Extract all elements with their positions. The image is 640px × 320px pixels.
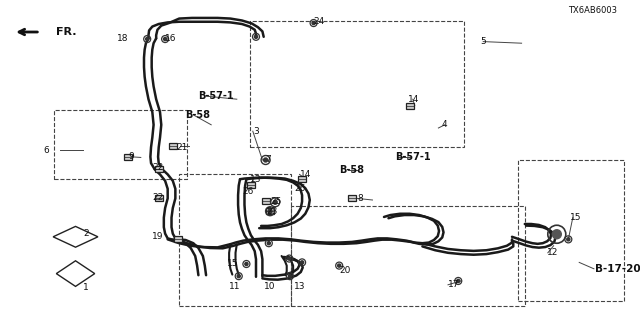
Text: 26: 26 [294,184,306,193]
Text: 13: 13 [250,175,261,184]
Circle shape [237,275,240,278]
Text: 22: 22 [152,164,164,172]
Text: 14: 14 [300,170,311,179]
Circle shape [338,264,340,267]
Text: 18: 18 [117,34,129,43]
Text: 9: 9 [128,152,134,161]
Text: 26: 26 [242,188,253,196]
Text: 13: 13 [294,282,306,291]
Text: 8: 8 [357,194,363,203]
Bar [291,206,525,306]
Text: 5: 5 [480,37,486,46]
Text: 25: 25 [270,197,282,206]
Circle shape [312,21,315,25]
Text: B-17-20: B-17-20 [595,264,640,274]
Bar [54,110,187,179]
Circle shape [268,209,272,213]
Text: 4: 4 [442,120,447,129]
Text: 22: 22 [152,193,164,202]
Text: 20: 20 [339,266,351,275]
Text: 17: 17 [448,280,460,289]
Text: 3: 3 [253,127,259,136]
Bar [266,208,274,213]
Text: 11: 11 [229,282,241,291]
Text: B-58: B-58 [186,110,211,120]
Bar [262,198,269,204]
Bar [169,143,177,148]
Bar [124,155,132,160]
Circle shape [552,230,561,239]
Text: 7: 7 [266,156,271,164]
Bar [174,236,182,242]
Bar [298,176,306,182]
Text: 15: 15 [570,213,581,222]
Circle shape [255,35,257,38]
Bar [155,166,163,172]
Text: 12: 12 [547,248,559,257]
Text: 19: 19 [152,232,164,241]
Text: FR.: FR. [56,27,77,37]
Text: 16: 16 [165,34,177,43]
Text: B-57-1: B-57-1 [198,91,234,101]
Bar [406,103,413,108]
Circle shape [567,238,570,241]
Circle shape [288,257,291,260]
Text: B-57-1: B-57-1 [396,152,431,162]
Text: 21: 21 [176,143,188,152]
Circle shape [273,200,277,204]
Circle shape [245,262,248,266]
Bar [518,160,624,301]
Text: 10: 10 [264,282,276,291]
Circle shape [457,279,460,283]
Text: 24: 24 [314,17,325,26]
Bar [179,174,291,306]
Text: 23: 23 [266,207,278,216]
Text: B-58: B-58 [339,164,364,175]
Text: TX6AB6003: TX6AB6003 [568,6,618,15]
Bar [348,196,356,201]
Circle shape [268,242,270,245]
Circle shape [146,37,148,41]
Bar [247,182,255,188]
Circle shape [289,275,291,278]
Bar [155,196,163,201]
Circle shape [264,158,268,162]
Circle shape [164,37,166,41]
Text: 15: 15 [227,260,239,268]
Text: 6: 6 [44,146,49,155]
Text: 1: 1 [83,284,89,292]
Bar [250,21,464,147]
Text: 14: 14 [408,95,420,104]
Circle shape [301,261,303,264]
Text: 2: 2 [83,229,89,238]
